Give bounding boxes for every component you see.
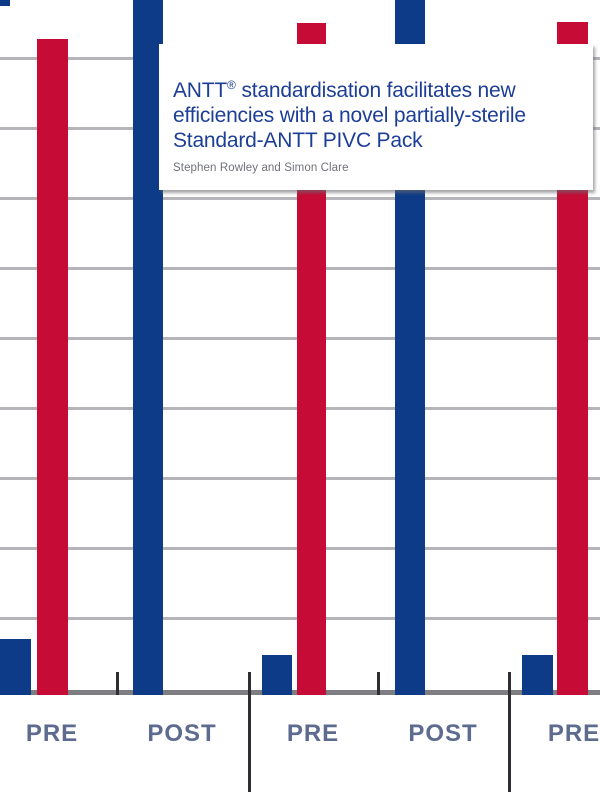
- article-authors: Stephen Rowley and Simon Clare: [173, 162, 349, 174]
- group1-post-blue-bar: [133, 0, 163, 695]
- title-line1: ANTT® standardisation facilitates new: [173, 78, 516, 102]
- group1-pre-blue-bar: [0, 639, 31, 695]
- group2-pre-blue-bar: [262, 655, 292, 695]
- x-axis-label-post: POST: [147, 720, 217, 747]
- axis-tick: [377, 672, 380, 695]
- title-card: ANTT® standardisation facilitates new ef…: [159, 44, 593, 190]
- x-axis-label-post: POST: [408, 720, 478, 747]
- registered-trademark-symbol: ®: [227, 78, 236, 92]
- group3-pre-blue-bar: [522, 655, 553, 695]
- clipped-bar-fragment: [0, 0, 10, 6]
- article-title: ANTT® standardisation facilitates new ef…: [173, 73, 583, 153]
- group-divider-line: [248, 672, 251, 792]
- title-line2: efficiencies with a novel partially-ster…: [173, 104, 526, 127]
- axis-tick: [116, 672, 119, 695]
- x-axis-label-pre: PRE: [547, 720, 600, 747]
- title-line3: Standard-ANTT PIVC Pack: [173, 129, 423, 152]
- x-axis-label-pre: PRE: [286, 720, 340, 747]
- group-divider-line: [508, 672, 511, 792]
- group1-pre-red-bar: [37, 39, 68, 695]
- x-axis-label-pre: PRE: [25, 720, 79, 747]
